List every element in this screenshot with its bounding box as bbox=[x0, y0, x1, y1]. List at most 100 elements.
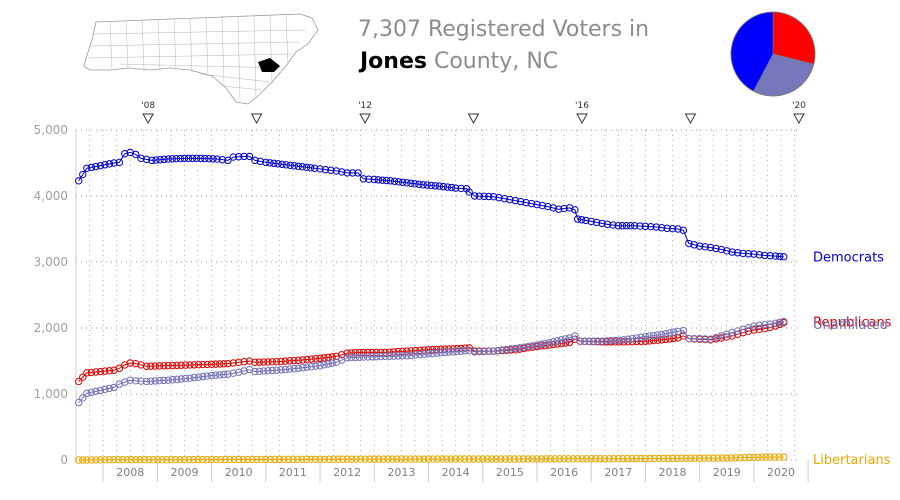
data-point-democrats bbox=[378, 176, 387, 184]
series-libertarians bbox=[75, 453, 788, 464]
data-point-libertarians bbox=[650, 454, 659, 463]
series-label-libertarians: Libertarians bbox=[813, 453, 891, 468]
data-point-democrats bbox=[306, 164, 315, 172]
data-point-unaffiliated bbox=[126, 376, 134, 384]
data-point-democrats bbox=[180, 154, 189, 163]
data-point-democrats bbox=[240, 152, 248, 161]
data-point-libertarians bbox=[750, 453, 758, 462]
data-point-libertarians bbox=[424, 455, 433, 463]
data-point-libertarians bbox=[280, 455, 288, 464]
data-point-libertarians bbox=[114, 455, 123, 464]
data-point-democrats bbox=[744, 250, 753, 258]
data-point-libertarians bbox=[415, 455, 424, 463]
data-point-libertarians bbox=[714, 454, 722, 462]
data-point-democrats bbox=[443, 183, 452, 191]
series-label-republicans: Republicans bbox=[813, 315, 892, 330]
data-point-libertarians bbox=[479, 455, 487, 463]
data-point-unaffiliated bbox=[475, 347, 484, 356]
data-point-republicans bbox=[298, 356, 307, 364]
data-point-democrats bbox=[750, 250, 758, 258]
data-point-unaffiliated bbox=[328, 359, 336, 367]
data-point-libertarians bbox=[185, 455, 193, 464]
series-democrats bbox=[75, 148, 788, 261]
data-point-unaffiliated bbox=[142, 377, 151, 386]
data-point-unaffiliated bbox=[470, 348, 479, 356]
data-point-libertarians bbox=[75, 456, 83, 464]
data-point-unaffiliated bbox=[739, 325, 747, 334]
data-point-unaffiliated bbox=[771, 319, 780, 328]
data-point-republicans bbox=[343, 349, 351, 357]
data-point-unaffiliated bbox=[403, 352, 411, 360]
data-point-libertarians bbox=[136, 455, 144, 464]
data-point-democrats bbox=[609, 221, 617, 229]
data-point-libertarians bbox=[234, 455, 243, 464]
data-point-democrats bbox=[423, 181, 431, 189]
data-point-unaffiliated bbox=[137, 377, 145, 385]
data-point-unaffiliated bbox=[594, 337, 602, 345]
data-point-libertarians bbox=[705, 454, 713, 462]
data-point-democrats bbox=[218, 156, 227, 164]
data-point-unaffiliated bbox=[712, 333, 720, 342]
data-point-unaffiliated bbox=[160, 376, 168, 385]
county-suffix: County, NC bbox=[427, 49, 558, 74]
data-point-libertarians bbox=[293, 455, 302, 464]
data-point-libertarians bbox=[370, 455, 378, 463]
data-point-republicans bbox=[717, 334, 726, 342]
data-point-democrats bbox=[172, 155, 181, 163]
data-point-democrats bbox=[517, 197, 525, 206]
data-point-libertarians bbox=[524, 455, 532, 463]
data-point-unaffiliated bbox=[580, 337, 589, 345]
data-point-libertarians bbox=[745, 453, 754, 462]
data-point-libertarians bbox=[140, 455, 149, 464]
data-point-republicans bbox=[147, 362, 155, 370]
data-point-unaffiliated bbox=[457, 347, 465, 355]
data-point-libertarians bbox=[668, 454, 677, 463]
chart-title-line2: Jones County, NC bbox=[358, 49, 558, 74]
data-point-libertarians bbox=[334, 455, 342, 463]
data-point-democrats bbox=[213, 155, 221, 163]
data-point-democrats bbox=[647, 222, 655, 231]
data-point-libertarians bbox=[732, 454, 740, 462]
data-point-unaffiliated bbox=[303, 363, 311, 371]
data-point-libertarians bbox=[311, 455, 320, 463]
x-tick-label: 2013 bbox=[387, 466, 415, 479]
data-point-libertarians bbox=[176, 455, 184, 464]
data-point-democrats bbox=[439, 182, 448, 191]
x-tick-label: 2010 bbox=[225, 466, 253, 479]
data-point-republicans bbox=[203, 360, 211, 369]
data-point-libertarians bbox=[87, 456, 96, 464]
x-tick-label: 2015 bbox=[496, 466, 524, 479]
data-point-libertarians bbox=[275, 455, 284, 464]
data-point-republicans bbox=[285, 357, 294, 365]
data-point-unaffiliated bbox=[101, 385, 109, 394]
data-point-libertarians bbox=[569, 455, 577, 463]
data-point-republicans bbox=[277, 357, 285, 366]
data-point-democrats bbox=[419, 181, 427, 189]
data-point-democrats bbox=[224, 156, 232, 165]
data-point-libertarians bbox=[325, 455, 333, 463]
data-point-republicans bbox=[385, 348, 394, 356]
data-point-democrats bbox=[96, 161, 105, 170]
data-point-republicans bbox=[259, 358, 268, 366]
data-point-libertarians bbox=[92, 456, 100, 464]
series-label-democrats: Democrats bbox=[813, 251, 884, 266]
data-point-unaffiliated bbox=[611, 336, 619, 345]
chart-title-line1: 7,307 Registered Voters in bbox=[358, 17, 649, 42]
data-point-unaffiliated bbox=[96, 386, 105, 395]
data-point-republicans bbox=[92, 368, 100, 376]
data-point-democrats bbox=[592, 218, 601, 227]
data-point-libertarians bbox=[406, 455, 415, 463]
data-point-libertarians bbox=[248, 455, 256, 464]
data-point-republicans bbox=[649, 336, 658, 345]
data-point-unaffiliated bbox=[701, 335, 709, 343]
data-point-libertarians bbox=[592, 455, 600, 463]
data-point-unaffiliated bbox=[372, 352, 381, 361]
data-point-unaffiliated bbox=[87, 388, 96, 397]
data-point-unaffiliated bbox=[155, 376, 164, 385]
data-point-libertarians bbox=[682, 454, 690, 462]
data-point-republicans bbox=[565, 338, 574, 347]
data-point-democrats bbox=[332, 167, 341, 175]
data-point-unaffiliated bbox=[602, 337, 611, 345]
data-point-libertarians bbox=[253, 455, 261, 464]
data-point-democrats bbox=[121, 150, 129, 158]
